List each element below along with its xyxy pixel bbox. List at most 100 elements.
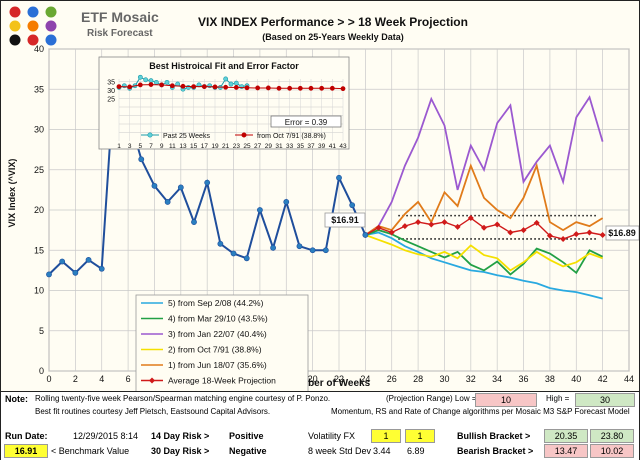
inset-x-tick-label: 3 (128, 143, 132, 150)
data-point (283, 199, 290, 205)
inset-data-point (201, 84, 207, 89)
x-tick-label: 36 (519, 374, 529, 384)
y-tick-label: 5 (39, 326, 44, 336)
data-point (349, 202, 356, 209)
day14-label: 14 Day Risk > (151, 431, 210, 441)
inset-x-tick-label: 15 (190, 143, 198, 150)
x-tick-label: 0 (46, 374, 51, 384)
logo: ETF Mosaic Risk Forecast (9, 6, 159, 46)
x-tick-label: 2 (73, 374, 78, 384)
inset-x-tick-label: 19 (211, 143, 219, 150)
inset-data-point (153, 79, 159, 85)
inset-x-tick-label: 41 (329, 143, 337, 150)
x-tick-label: 26 (387, 374, 397, 384)
x-tick-label: 38 (545, 374, 555, 384)
data-point (138, 156, 145, 163)
low-value: 10 (475, 393, 537, 407)
benchmark-value: 16.91 (4, 444, 48, 458)
data-point (467, 215, 474, 222)
logo-dot (9, 20, 21, 32)
legend-label: 3) from Jan 22/07 (40.4%) (168, 329, 267, 339)
inset-data-point (244, 85, 250, 91)
logo-dot (27, 34, 39, 46)
x-tick-label: 30 (439, 374, 449, 384)
inset-data-point (233, 85, 239, 90)
inset-data-point (228, 81, 234, 87)
inset-x-tick-label: 9 (160, 143, 164, 150)
data-point (507, 229, 514, 236)
logo-dot (9, 6, 21, 18)
inset-data-point (265, 85, 271, 91)
inset-data-point (276, 85, 282, 91)
data-point (441, 219, 448, 226)
inset-data-point (127, 84, 133, 90)
bearish-high: 10.02 (590, 444, 634, 458)
legend-label: 1) from Jun 18/07 (35.6%) (168, 360, 267, 370)
y-axis-label: VIX Index (^VIX) (7, 159, 17, 228)
data-point (164, 199, 171, 205)
data-point (151, 182, 158, 189)
inset-x-tick-label: 37 (307, 143, 315, 150)
data-point (375, 224, 382, 231)
inset-data-point (319, 85, 325, 91)
chart-title: VIX INDEX Performance > > 18 Week Projec… (198, 15, 468, 29)
run-date-label: Run Date: (5, 431, 48, 441)
data-point (573, 231, 580, 238)
credits-left: Best fit routines courtesy Jeff Pietsch,… (35, 407, 271, 416)
inset-y-tick-label: 30 (107, 88, 115, 95)
data-point (72, 269, 79, 276)
data-point (454, 223, 461, 230)
data-point (520, 227, 527, 234)
inset-data-point (223, 76, 229, 82)
inset-data-point (137, 82, 143, 88)
inset-title: Best Histroical Fit and Error Factor (149, 61, 299, 71)
projection-range-label: (Projection Range) Low = (386, 394, 477, 403)
inset-x-tick-label: 43 (339, 143, 347, 150)
data-point (230, 250, 237, 257)
data-point (428, 221, 435, 228)
data-point (296, 243, 303, 250)
data-point (59, 258, 66, 265)
x-tick-label: 44 (624, 374, 634, 384)
inset-x-tick-label: 1 (117, 143, 121, 150)
day30-label: 30 Day Risk > (151, 446, 210, 456)
logo-dot (45, 6, 57, 18)
inset-error-label: Error = 0.39 (285, 118, 328, 127)
logo-dot (9, 34, 21, 46)
data-point (336, 174, 342, 181)
x-tick-label: 32 (466, 374, 476, 384)
vol-fx-2: 1 (405, 429, 435, 443)
std-label: 8 week Std Dev (308, 446, 372, 456)
inset-series-line (118, 84, 344, 90)
inset-y-tick-label: 25 (107, 97, 115, 104)
std-value-1: 3.44 (373, 446, 391, 456)
data-point (257, 207, 263, 213)
data-point (204, 179, 211, 186)
data-point (494, 221, 501, 228)
inset-data-point (308, 85, 314, 91)
inset-legend-marker (147, 132, 153, 138)
note-text: Rolling twenty-five week Pearson/Spearma… (35, 394, 331, 403)
data-point (401, 223, 408, 230)
x-tick-label: 20 (308, 374, 318, 384)
series-line (364, 162, 604, 236)
data-point (270, 244, 276, 251)
data-point (217, 240, 224, 247)
inset-x-tick-label: 27 (254, 143, 262, 150)
data-point (586, 229, 593, 236)
inset-x-tick-label: 11 (169, 143, 176, 150)
bearish-low: 13.47 (544, 444, 588, 458)
y-tick-label: 10 (34, 286, 44, 296)
inset-data-point (212, 84, 218, 90)
inset-data-point (340, 86, 346, 92)
inset-x-tick-label: 39 (318, 143, 326, 150)
bullish-high: 23.80 (590, 429, 634, 443)
logo-subtitle: Risk Forecast (87, 28, 153, 39)
inset-x-tick-label: 17 (201, 143, 209, 150)
y-tick-label: 0 (39, 366, 44, 376)
data-point (599, 231, 606, 238)
data-point (388, 229, 395, 236)
inset-data-point (169, 83, 175, 89)
